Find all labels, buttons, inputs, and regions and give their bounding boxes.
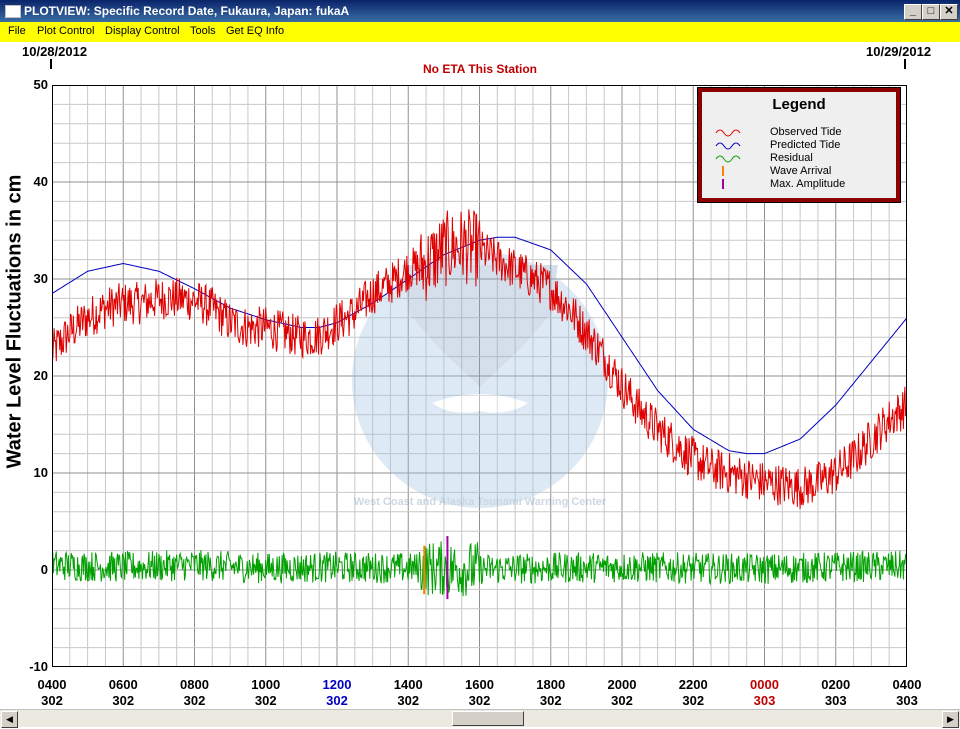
x-tick-label: 1200 302: [307, 677, 367, 709]
x-tick-label: 0400 302: [22, 677, 82, 709]
y-tick-label: 30: [33, 271, 48, 286]
y-tick-label: 40: [33, 174, 48, 189]
legend-item-max-amplitude: Max. Amplitude: [714, 178, 894, 191]
watermark-bird-tail: [432, 394, 528, 413]
x-tick-label: 1400 302: [378, 677, 438, 709]
watermark-disc: [352, 252, 608, 508]
app-icon: [5, 5, 21, 18]
x-tick-label: 1600 302: [450, 677, 510, 709]
x-tick-day: 302: [611, 693, 633, 708]
watermark-bird: [402, 265, 558, 387]
x-tick-label: 0800 302: [165, 677, 225, 709]
x-tick-time: 1000: [251, 677, 281, 692]
marker-group: [423, 536, 449, 600]
y-axis-label: Water Level Fluctuations in cm: [3, 174, 26, 469]
bar-swatch-icon: [722, 166, 724, 176]
start-date-tick: [50, 59, 52, 69]
x-tick-time: 0400: [37, 677, 67, 692]
watermark-text: West Coast and Alaska Tsunami Warning Ce…: [354, 496, 607, 508]
x-tick-time: 0200: [821, 677, 851, 692]
minimize-button[interactable]: _: [904, 4, 922, 20]
legend-item-label: Predicted Tide: [770, 139, 841, 151]
menu-get-eq-info[interactable]: Get EQ Info: [226, 25, 285, 37]
x-tick-time: 0800: [180, 677, 209, 692]
scroll-right-button[interactable]: ▶: [942, 711, 959, 728]
legend-item-label: Wave Arrival: [770, 165, 832, 177]
legend-item-observed-tide: Observed Tide: [714, 126, 894, 139]
x-tick-day: 302: [397, 693, 420, 708]
x-tick-time: 1400: [393, 677, 423, 692]
x-tick-day: 302: [326, 693, 348, 708]
x-tick-time: 1600: [465, 677, 494, 692]
x-tick-label: 0000 303: [735, 677, 795, 709]
y-tick-label: -10: [29, 659, 48, 674]
title-bar: PLOTVIEW: Specific Record Date, Fukaura,…: [0, 0, 960, 22]
x-tick-label: 0600 302: [93, 677, 153, 709]
scroll-thumb[interactable]: [452, 711, 524, 726]
menu-bar: File Plot Control Display Control Tools …: [0, 22, 960, 42]
start-date-label: 10/28/2012: [22, 44, 88, 59]
x-tick-label: 0200 303: [806, 677, 866, 709]
y-tick-label: 0: [40, 562, 48, 577]
window-title: PLOTVIEW: Specific Record Date, Fukaura,…: [24, 4, 350, 18]
eta-notice: No ETA This Station: [423, 62, 537, 76]
y-tick-label: 20: [33, 368, 48, 383]
x-tick-day: 302: [468, 693, 491, 708]
x-tick-day: 303: [753, 693, 776, 708]
maximize-button[interactable]: □: [922, 4, 940, 20]
x-tick-label: 1000 302: [236, 677, 296, 709]
bar-swatch-icon: [722, 179, 724, 189]
predicted-tide-line: [52, 236, 907, 455]
x-tick-label: 1800 302: [521, 677, 581, 709]
noaa-watermark: West Coast and Alaska Tsunami Warning Ce…: [352, 252, 608, 508]
wave-swatch-icon: [715, 155, 741, 163]
legend-item-label: Residual: [770, 152, 813, 164]
wave-swatch-icon: [715, 142, 741, 150]
x-tick-label: 0400 303: [877, 677, 937, 709]
x-tick-time: 0400: [892, 677, 922, 692]
series-group: [52, 209, 907, 597]
x-tick-day: 302: [41, 693, 63, 708]
y-tick-label: 50: [33, 77, 48, 92]
end-date-tick: [904, 59, 906, 69]
observed-tide-line: [52, 209, 907, 509]
y-tick-label: 10: [33, 465, 48, 480]
horizontal-scrollbar[interactable]: ◀ ▶: [0, 709, 960, 728]
x-tick-time: 2000: [607, 677, 637, 692]
x-tick-time: 2200: [678, 677, 708, 692]
x-tick-day: 302: [183, 693, 206, 708]
x-tick-day: 302: [539, 693, 562, 708]
menu-file[interactable]: File: [8, 25, 26, 37]
x-tick-time: 1800: [536, 677, 566, 692]
x-tick-time: 1200: [322, 677, 352, 692]
x-tick-day: 302: [254, 693, 277, 708]
x-tick-time: 0600: [108, 677, 138, 692]
residual-line: [52, 541, 907, 597]
legend: Legend Observed Tide Predicted Tide Residu…: [697, 87, 901, 203]
legend-title: Legend: [772, 96, 826, 113]
menu-plot-control[interactable]: Plot Control: [37, 25, 95, 37]
x-tick-label: 2000 302: [592, 677, 652, 709]
legend-item-residual: Residual: [714, 152, 894, 165]
x-tick-day: 302: [682, 693, 705, 708]
legend-item-predicted-tide: Predicted Tide: [714, 139, 894, 152]
end-date-label: 10/29/2012: [866, 44, 932, 59]
menu-tools[interactable]: Tools: [190, 25, 216, 37]
x-tick-day: 302: [112, 693, 135, 708]
legend-item-label: Observed Tide: [770, 126, 842, 138]
legend-item-label: Max. Amplitude: [770, 178, 846, 190]
plot-frame: [52, 85, 907, 667]
wave-swatch-icon: [715, 129, 741, 137]
x-tick-day: 303: [896, 693, 918, 708]
legend-item-wave-arrival: Wave Arrival: [714, 165, 894, 178]
x-tick-time: 0000: [750, 677, 779, 692]
x-tick-day: 303: [824, 693, 847, 708]
menu-display-control[interactable]: Display Control: [105, 25, 180, 37]
x-tick-label: 2200 302: [663, 677, 723, 709]
close-button[interactable]: ✕: [940, 4, 958, 20]
scroll-left-button[interactable]: ◀: [1, 711, 18, 728]
